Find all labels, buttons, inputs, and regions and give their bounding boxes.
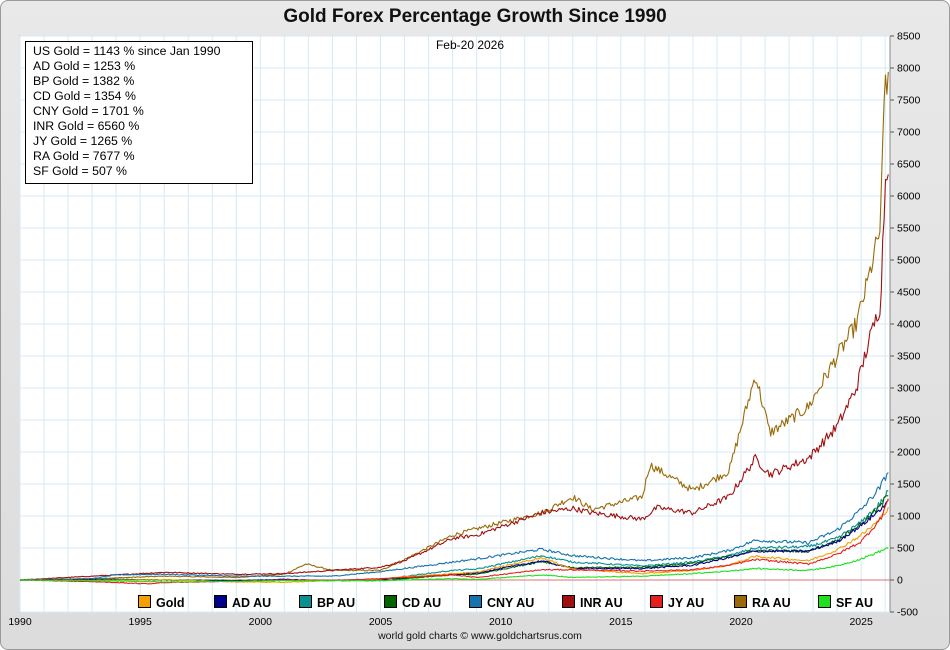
legend-label: SF AU (836, 596, 874, 610)
info-box: US Gold = 1143 % since Jan 1990 AD Gold … (25, 41, 253, 184)
legend-item-cd-au: CD AU (384, 595, 441, 610)
legend-item-jy-au: JY AU (650, 595, 704, 610)
info-line: SF Gold = 507 % (33, 164, 127, 178)
x-tick-label: 2010 (489, 616, 513, 628)
y-tick-label: 8500 (897, 31, 921, 43)
series-lines (19, 71, 889, 585)
info-line: CNY Gold = 1701 % (33, 104, 144, 118)
info-line: INR Gold = 6560 % (33, 119, 140, 133)
y-tick-label: 8000 (897, 63, 921, 75)
legend-label: Gold (156, 596, 185, 610)
legend-label: AD AU (232, 596, 272, 610)
x-tick-label: 2015 (609, 616, 633, 628)
legend-swatch (818, 595, 831, 608)
legend-item-bp-au: BP AU (299, 595, 355, 610)
info-line: CD Gold = 1354 % (33, 89, 136, 103)
legend-item-ra-au: RA AU (734, 595, 791, 610)
chart-title: Gold Forex Percentage Growth Since 1990 (283, 6, 667, 27)
legend-item-sf-au: SF AU (818, 595, 873, 610)
y-tick-label: 500 (897, 543, 915, 555)
info-line: JY Gold = 1265 % (33, 134, 133, 148)
x-tick-label: 2020 (729, 616, 753, 628)
legend-swatch (469, 595, 482, 608)
y-tick-label: 0 (897, 575, 903, 587)
series-line-jy-au (19, 498, 889, 585)
y-tick-label: 1000 (897, 511, 921, 523)
axes: -500 0 500 1000 1500 2000 2500 3000 3500 4000 4500… (8, 31, 920, 629)
y-tick-label: 2000 (897, 447, 921, 459)
legend-swatch (384, 595, 397, 608)
info-line: RA Gold = 7677 % (33, 149, 135, 163)
legend-swatch (734, 595, 747, 608)
legend-swatch (562, 595, 575, 608)
series-line-cny-au (19, 472, 889, 581)
legend-label: INR AU (580, 596, 623, 610)
legend-label: RA AU (752, 596, 791, 610)
info-line: BP Gold = 1382 % (33, 74, 135, 88)
legend-item-gold: Gold (138, 595, 184, 610)
legend-swatch (138, 595, 151, 608)
legend-label: JY AU (668, 596, 705, 610)
y-tick-label: 7500 (897, 95, 921, 107)
legend-label: CNY AU (487, 596, 535, 610)
x-tick-label: 2005 (369, 616, 393, 628)
y-tick-label: 5000 (897, 255, 921, 267)
chart-date: Feb-20 2026 (435, 38, 505, 52)
series-line-ra-au (19, 71, 889, 581)
y-tick-label: 6500 (897, 159, 921, 171)
legend-swatch (299, 595, 312, 608)
x-tick-label: 2025 (849, 616, 873, 628)
legend-swatch (650, 595, 663, 608)
y-tick-label: 7000 (897, 127, 921, 139)
legend-swatch (214, 595, 227, 608)
y-tick-label: 1500 (897, 479, 921, 491)
info-line: US Gold = 1143 % since Jan 1990 (33, 44, 221, 58)
y-tick-label: 4000 (897, 319, 921, 331)
y-tick-label: 2500 (897, 415, 921, 427)
legend-label: BP AU (317, 596, 356, 610)
chart-footer: world gold charts © www.goldchartsrus.co… (378, 630, 582, 642)
y-tick-label: 3500 (897, 351, 921, 363)
info-line: AD Gold = 1253 % (33, 59, 136, 73)
x-tick-label: 1995 (128, 616, 152, 628)
series-line-sf-au (19, 547, 889, 583)
legend-item-inr-au: INR AU (562, 595, 623, 610)
x-tick-label: 2000 (249, 616, 273, 628)
y-tick-label: 4500 (897, 287, 921, 299)
legend-item-ad-au: AD AU (214, 595, 271, 610)
series-line-gold (20, 506, 889, 584)
x-tick-label: 1990 (8, 616, 32, 628)
series-line-inr-au (20, 174, 889, 581)
y-tick-label: -500 (897, 607, 918, 619)
legend-label: CD AU (402, 596, 442, 610)
y-tick-label: 6000 (897, 191, 921, 203)
y-tick-label: 5500 (897, 223, 921, 235)
legend-item-cny-au: CNY AU (469, 595, 534, 610)
y-tick-label: 3000 (897, 383, 921, 395)
